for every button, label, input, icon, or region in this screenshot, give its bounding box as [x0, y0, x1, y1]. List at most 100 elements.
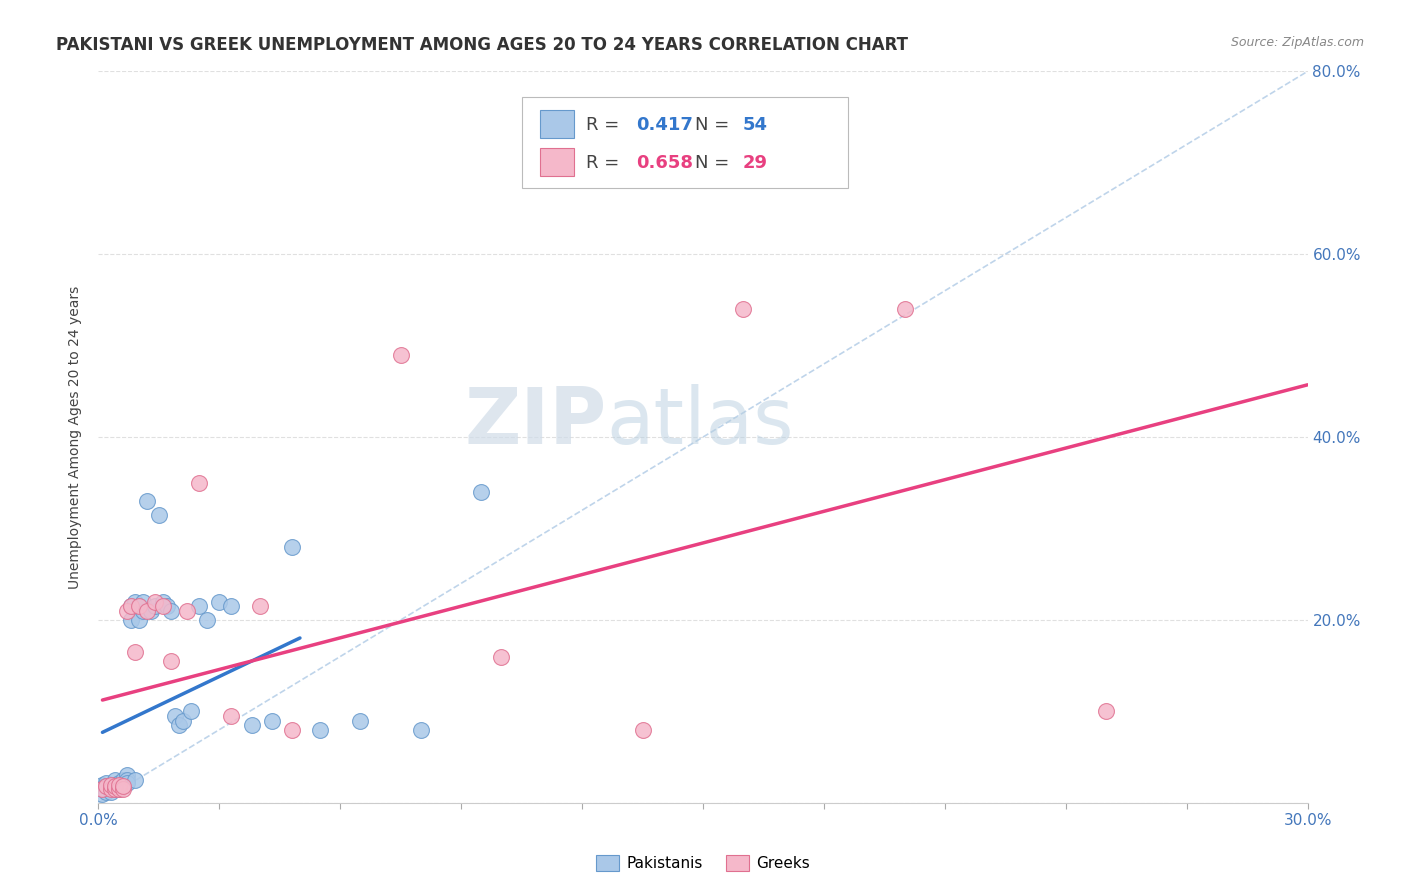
Point: [96, 780, 118, 794]
Point: [111, 782, 134, 797]
Bar: [540, 110, 574, 138]
Text: PAKISTANI VS GREEK UNEMPLOYMENT AMONG AGES 20 TO 24 YEARS CORRELATION CHART: PAKISTANI VS GREEK UNEMPLOYMENT AMONG AG…: [56, 36, 908, 54]
Point: [115, 768, 138, 782]
Point: [143, 594, 166, 608]
Point: [128, 599, 150, 614]
Point: [221, 599, 243, 614]
Text: R =: R =: [586, 153, 624, 172]
Point: [281, 723, 304, 737]
Point: [103, 782, 125, 797]
Point: [124, 772, 146, 787]
Point: [152, 599, 174, 614]
Point: [132, 604, 155, 618]
Point: [100, 782, 122, 797]
Point: [143, 599, 166, 614]
Point: [107, 782, 129, 797]
Point: [221, 709, 243, 723]
Point: [188, 475, 211, 490]
Point: [91, 782, 114, 797]
Point: [107, 775, 129, 789]
Point: [100, 778, 122, 792]
Point: [96, 780, 118, 794]
Point: [91, 778, 114, 792]
Point: [91, 787, 114, 801]
Point: [135, 494, 157, 508]
Point: [100, 785, 122, 799]
Text: ZIP: ZIP: [464, 384, 606, 460]
Point: [1095, 705, 1118, 719]
Point: [111, 780, 134, 794]
Point: [893, 301, 915, 317]
Point: [103, 772, 125, 787]
Point: [135, 604, 157, 618]
Point: [160, 654, 183, 668]
Point: [111, 772, 134, 787]
Point: [491, 649, 513, 664]
Text: 54: 54: [742, 116, 768, 134]
Point: [124, 594, 146, 608]
Point: [132, 594, 155, 608]
Point: [96, 775, 118, 789]
Point: [107, 782, 129, 797]
Point: [249, 599, 271, 614]
Text: N =: N =: [695, 153, 734, 172]
Point: [281, 540, 304, 554]
Text: 0.417: 0.417: [637, 116, 693, 134]
Point: [124, 645, 146, 659]
Point: [120, 599, 142, 614]
Point: [176, 604, 198, 618]
Point: [172, 714, 194, 728]
Point: [96, 785, 118, 799]
Point: [100, 782, 122, 797]
Text: atlas: atlas: [606, 384, 794, 460]
Point: [163, 709, 186, 723]
Text: N =: N =: [695, 116, 734, 134]
Point: [152, 594, 174, 608]
Point: [733, 301, 755, 317]
Point: [103, 782, 125, 797]
Point: [195, 613, 218, 627]
Text: 0.658: 0.658: [637, 153, 693, 172]
Point: [180, 705, 202, 719]
Point: [103, 780, 125, 794]
Point: [128, 599, 150, 614]
Point: [120, 613, 142, 627]
Point: [349, 714, 371, 728]
Point: [139, 604, 162, 618]
Point: [111, 778, 134, 792]
Text: 29: 29: [742, 153, 768, 172]
Point: [107, 778, 129, 792]
Point: [107, 780, 129, 794]
Point: [100, 780, 122, 794]
Point: [167, 718, 190, 732]
Point: [100, 778, 122, 792]
Text: R =: R =: [586, 116, 624, 134]
Y-axis label: Unemployment Among Ages 20 to 24 years: Unemployment Among Ages 20 to 24 years: [69, 285, 83, 589]
FancyBboxPatch shape: [522, 97, 848, 188]
Point: [188, 599, 211, 614]
Point: [260, 714, 283, 728]
Point: [107, 778, 129, 792]
Point: [115, 772, 138, 787]
Point: [128, 613, 150, 627]
Point: [309, 723, 332, 737]
Point: [409, 723, 432, 737]
Point: [148, 508, 170, 522]
Point: [470, 485, 492, 500]
Point: [631, 723, 654, 737]
Point: [115, 604, 138, 618]
Point: [115, 775, 138, 789]
Text: Source: ZipAtlas.com: Source: ZipAtlas.com: [1230, 36, 1364, 49]
Point: [160, 604, 183, 618]
Point: [389, 348, 412, 362]
Point: [103, 778, 125, 792]
Bar: [540, 148, 574, 176]
Point: [208, 594, 231, 608]
Point: [91, 782, 114, 797]
Point: [120, 599, 142, 614]
Point: [111, 780, 134, 794]
Point: [96, 782, 118, 797]
Point: [156, 599, 179, 614]
Point: [240, 718, 263, 732]
Legend: Pakistanis, Greeks: Pakistanis, Greeks: [589, 849, 817, 878]
